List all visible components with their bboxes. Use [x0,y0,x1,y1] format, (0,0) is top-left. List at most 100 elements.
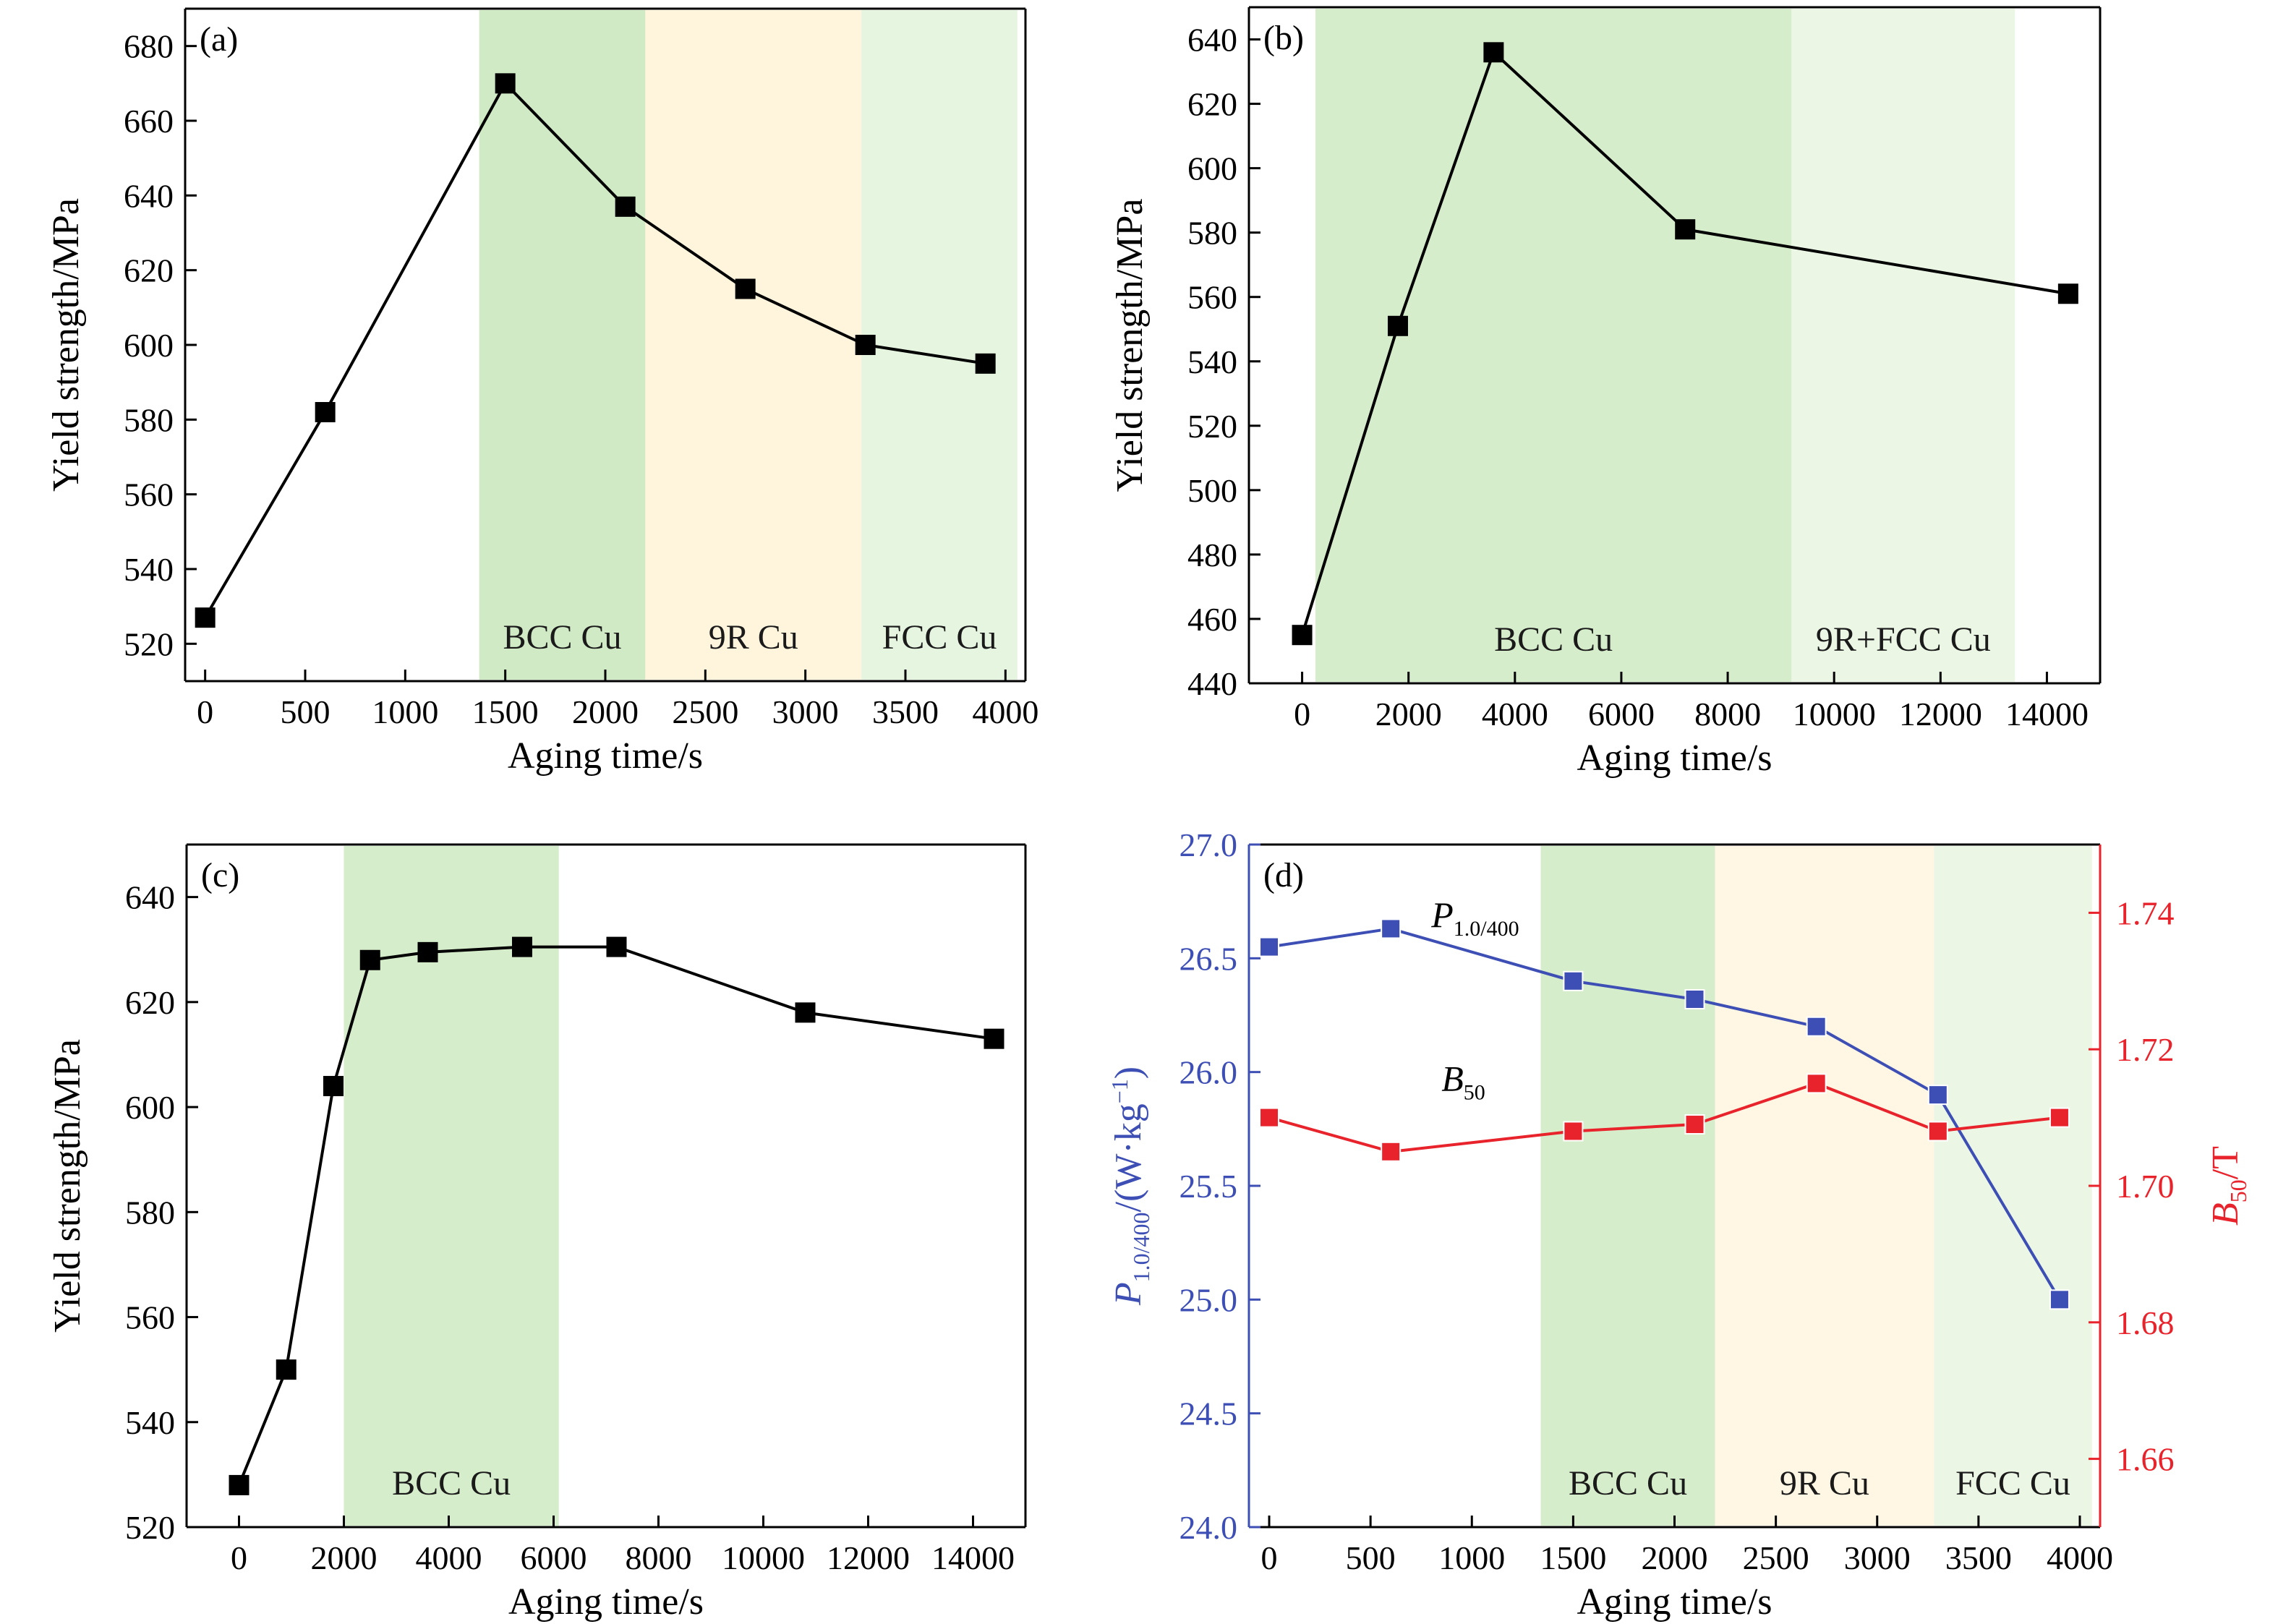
x-tick-label: 1000 [1438,1539,1505,1576]
data-point [1483,42,1504,63]
data-point [495,73,516,94]
region-2 [1791,9,2015,682]
y-tick-label: 25.5 [1179,1168,1238,1205]
x-tick-label: 3000 [1844,1539,1911,1576]
right-y-axis-title: B50/T [2205,1146,2251,1226]
data-point [1684,1114,1705,1135]
y-title-part: 1.0/400 [1128,1212,1154,1282]
y-tick-label: 580 [1187,215,1237,252]
data-point [606,936,627,957]
data-point [1381,1141,1402,1162]
y-tick-label: 560 [124,476,174,513]
x-tick-label: 2500 [672,693,738,730]
right-y-tick-label: 1.70 [2116,1168,2175,1205]
data-point [1259,1107,1280,1128]
y-tick-label: 25.0 [1179,1281,1238,1318]
y-axis-title: Yield strength/MPa [47,1039,88,1333]
y-tick-label: 500 [1187,472,1237,509]
x-tick-label: 4000 [2047,1539,2113,1576]
y-title-part: P [1108,1282,1149,1306]
data-point [417,941,438,962]
data-point [2057,283,2078,304]
x-tick-label: 12000 [827,1539,910,1576]
y-tick-label: 620 [125,984,175,1021]
y-tick-label: 620 [124,252,174,289]
x-tick-label: 8000 [626,1539,692,1576]
x-tick-label: 10000 [1793,696,1876,732]
data-point [2049,1107,2070,1128]
region-label: 9R+FCC Cu [1816,620,1991,659]
data-point [315,402,336,422]
x-tick-label: 4000 [972,693,1038,730]
x-tick-label: 2000 [572,693,639,730]
x-axis-title: Aging time/s [508,735,703,777]
x-tick-label: 4000 [416,1539,482,1576]
data-point [1292,625,1313,646]
x-tick-label: 1500 [1540,1539,1606,1576]
x-tick-label: 1500 [472,693,539,730]
x-tick-label: 8000 [1694,696,1761,732]
x-tick-label: 2500 [1743,1539,1809,1576]
series-label-1: P1.0/400 [1430,894,1519,941]
panel-label: (b) [1263,19,1304,57]
region-3 [861,10,1018,680]
x-tick-label: 3000 [772,693,839,730]
x-tick-label: 2000 [1375,696,1442,732]
y-tick-label: 600 [1187,150,1237,187]
right-y-tick-label: 1.68 [2116,1304,2175,1341]
region-1 [1540,846,1715,1526]
y-tick-label: 660 [124,103,174,140]
x-tick-label: 4000 [1482,696,1548,732]
data-point [359,949,380,970]
y-tick-label: 540 [1187,343,1237,380]
panel-4: BCC Cu 9R Cu FCC Cu 0 500 1000 1500 2000 2500 300… [1106,826,2251,1623]
data-point [195,607,216,628]
y-title-part: B [2205,1202,2246,1226]
y-tick-label: 620 [1187,86,1237,123]
x-tick-label: 2000 [1642,1539,1708,1576]
data-point [1675,219,1696,240]
y-tick-label: 560 [125,1299,175,1336]
data-point [855,335,876,355]
data-point [1563,1121,1584,1142]
x-tick-label: 12000 [1899,696,1982,732]
data-point [1563,970,1584,991]
panel-2: BCC Cu 9R+FCC Cu 0 2000 4000 6000 8000 10000 120… [1109,6,2102,779]
y-tick-label: 26.0 [1179,1054,1238,1091]
y-axis-title: Yield strength/MPa [1109,199,1151,492]
x-tick-label: 0 [231,1539,247,1576]
y-tick-label: 440 [1187,665,1237,702]
region-2 [645,10,862,680]
data-point [323,1076,344,1097]
y-tick-label: 540 [125,1404,175,1441]
y-tick-label: 460 [1187,601,1237,638]
y-title-part: −1 [1106,1079,1132,1103]
y-axis-title: Yield strength/MPa [46,198,87,492]
y-title-part: /(W·kg [1108,1103,1149,1212]
y-tick-label: 580 [125,1194,175,1231]
series-label-main: P [1430,894,1454,935]
x-tick-label: 14000 [931,1539,1015,1576]
x-tick-label: 3500 [872,693,939,730]
series-label-sub: 1.0/400 [1454,917,1519,941]
data-point [615,196,636,217]
y-tick-label: 560 [1187,279,1237,316]
x-tick-label: 2000 [311,1539,377,1576]
data-point [1927,1085,1948,1106]
y-tick-label: 520 [124,625,174,662]
y-title-part: ) [1108,1067,1149,1079]
y-tick-label: 480 [1187,537,1237,573]
region-2 [1715,846,1934,1526]
x-tick-label: 1000 [372,693,438,730]
y-tick-label: 640 [1187,22,1237,59]
x-tick-label: 500 [1346,1539,1396,1576]
x-tick-label: 3500 [1945,1539,2012,1576]
region-3 [1934,846,2092,1526]
data-point [1806,1016,1827,1037]
right-y-tick-label: 1.66 [2116,1441,2175,1478]
data-point [229,1474,249,1495]
region-label: 9R Cu [1780,1464,1869,1503]
region-label: BCC Cu [1494,620,1613,659]
data-point [975,353,996,374]
panel-label: (a) [200,20,238,59]
